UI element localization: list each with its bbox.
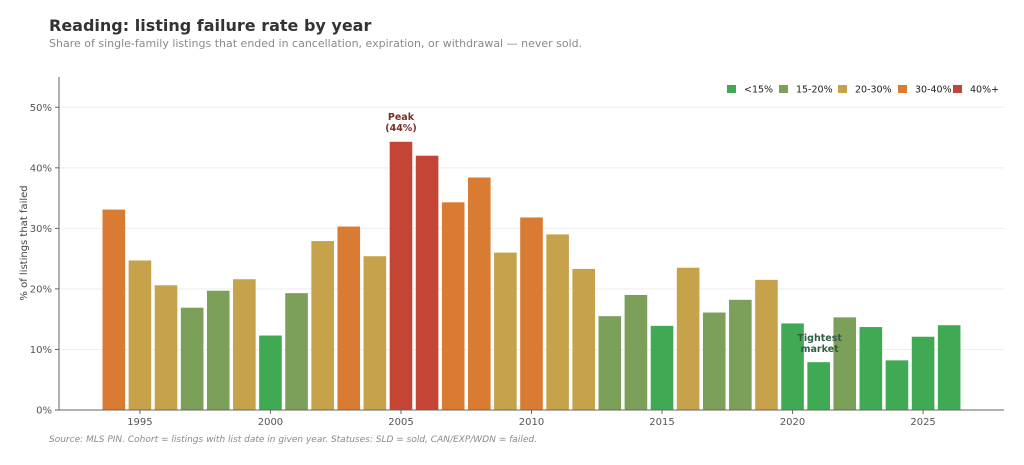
tightest-market-annotation: Tightest market [797, 333, 842, 355]
bar-1996 [154, 285, 178, 410]
x-tick-label: 2005 [388, 417, 413, 428]
bar-1997 [180, 307, 204, 410]
tick-labels: 0% 10% 20% 30% 40% 50% 1995 2000 2005 2010 2015 202… [30, 103, 936, 428]
bar-2018 [729, 299, 752, 410]
x-tick-label: 2000 [258, 417, 283, 428]
x-tick-label: 1995 [127, 417, 152, 428]
legend-label: 15-20% [796, 85, 833, 96]
bar-2010 [520, 217, 543, 410]
y-tick-label: 20% [30, 284, 52, 295]
legend-swatch [727, 85, 736, 93]
bar-2001 [285, 293, 308, 410]
bar-2007 [441, 202, 465, 410]
legend-swatch [953, 85, 962, 93]
bar-2024 [885, 360, 909, 410]
legend-swatch [898, 85, 907, 93]
bar-2016 [676, 267, 700, 410]
bar-1999 [233, 279, 256, 410]
bar-2019 [755, 279, 778, 410]
x-tick-label: 2020 [780, 417, 805, 428]
bar-2000 [259, 335, 282, 410]
bar-2023 [859, 327, 883, 410]
bar-2005 [389, 141, 413, 410]
y-tick-label: 40% [30, 163, 52, 174]
legend-label: <15% [744, 85, 773, 96]
bar-2022 [833, 317, 857, 410]
annotations: Peak (44%) Tightest market [385, 112, 842, 355]
bar-2012 [572, 268, 596, 410]
bar-2004 [363, 256, 387, 410]
bar-2014 [624, 294, 648, 410]
bar-2002 [311, 241, 334, 410]
axes [55, 77, 1004, 414]
y-axis-label: % of listings that failed [19, 185, 30, 300]
chart-subtitle: Share of single-family listings that end… [49, 37, 583, 50]
chart-title: Reading: listing failure rate by year [49, 16, 372, 35]
peak-annotation: Peak (44%) [385, 112, 416, 134]
x-tick-label: 2010 [519, 417, 544, 428]
bar-1998 [206, 290, 230, 410]
bar-2003 [337, 226, 361, 410]
bar-1994 [102, 209, 126, 410]
legend-label: 20-30% [855, 85, 892, 96]
x-tick-label: 2015 [649, 417, 674, 428]
legend-swatch [779, 85, 788, 93]
y-tick-label: 30% [30, 224, 52, 235]
bar-2006 [415, 155, 439, 410]
legend-label: 30-40% [915, 85, 952, 96]
bar-2026 [937, 325, 961, 410]
bar-2008 [467, 177, 491, 410]
bar-2025 [911, 336, 935, 410]
source-note: Source: MLS PIN. Cohort = listings with … [49, 435, 537, 445]
bars [102, 141, 961, 410]
bar-2017 [702, 312, 726, 410]
y-tick-label: 10% [30, 345, 52, 356]
bar-2021 [807, 362, 830, 410]
bar-1995 [128, 260, 152, 410]
bar-2020 [781, 323, 804, 410]
legend-swatch [838, 85, 847, 93]
legend: <15% 15-20% 20-30% 30-40% 40%+ [727, 85, 999, 96]
bar-2011 [546, 234, 569, 410]
bar-2013 [598, 316, 622, 410]
y-tick-label: 0% [36, 406, 52, 417]
bar-2015 [650, 325, 674, 410]
x-tick-label: 2025 [910, 417, 935, 428]
legend-label: 40%+ [970, 85, 999, 96]
bar-2009 [494, 252, 517, 410]
y-tick-label: 50% [30, 103, 52, 114]
